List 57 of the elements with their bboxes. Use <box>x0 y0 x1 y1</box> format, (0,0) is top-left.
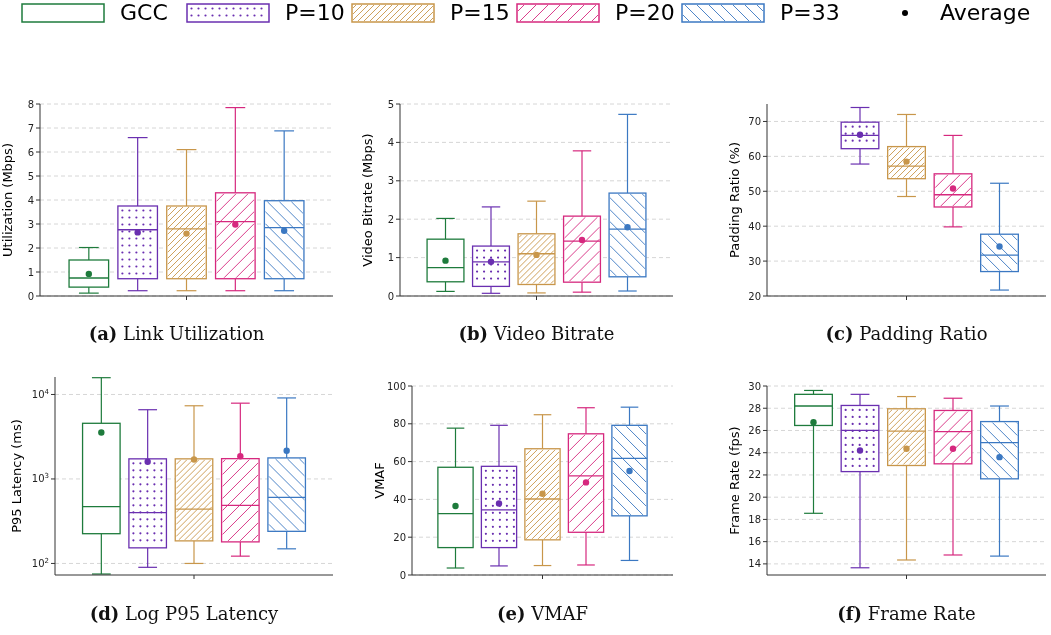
y-axis-title: VMAF <box>372 462 387 499</box>
text: (f) Frame Rate <box>837 603 976 624</box>
y-tick-label: 30 <box>748 380 761 392</box>
legend-label: P=10 <box>285 0 345 25</box>
y-tick-label: 30 <box>748 255 761 267</box>
y-tick-label: 10$^{4}$ <box>31 387 50 400</box>
y-tick-label: 22 <box>748 469 761 481</box>
y-tick-label: 1 <box>387 252 394 264</box>
text: (c) Padding Ratio <box>825 323 988 344</box>
legend-label: P=33 <box>780 0 840 25</box>
y-tick-label: 3 <box>27 218 34 230</box>
text: (a) Link Utilization <box>88 323 265 344</box>
y-tick-label: 60 <box>393 456 406 468</box>
y-tick-label: 70 <box>748 115 761 127</box>
y-tick-label: 0 <box>387 290 394 302</box>
legend-label: P=15 <box>450 0 510 25</box>
y-tick-label: 18 <box>748 513 761 525</box>
y-tick-label: 14 <box>748 558 761 570</box>
y-tick-label: 0 <box>399 569 406 581</box>
text: (e) VMAF <box>496 603 589 624</box>
y-tick-label: 80 <box>393 418 406 430</box>
y-tick-label: 50 <box>748 185 761 197</box>
y-tick-label: 28 <box>748 402 761 414</box>
text: (b) Video Bitrate <box>458 323 615 344</box>
y-tick-label: 4 <box>27 194 34 206</box>
y-tick-label: 20 <box>748 290 761 302</box>
y-tick-label: 20 <box>393 531 406 543</box>
y-tick-label: 100 <box>386 380 406 392</box>
legend-label: P=20 <box>615 0 675 25</box>
y-tick-label: 16 <box>748 536 761 548</box>
y-tick-label: 26 <box>748 424 761 436</box>
y-tick-label: 1 <box>27 266 34 278</box>
y-tick-label: 8 <box>27 98 34 110</box>
y-tick-label: 3 <box>387 175 394 187</box>
y-tick-label: 4 <box>387 136 394 148</box>
y-tick-label: 20 <box>748 491 761 503</box>
y-tick-label: 6 <box>27 146 34 158</box>
y-tick-label: 7 <box>27 122 34 134</box>
legend-label: Average <box>940 0 1031 25</box>
y-axis-title: Frame Rate (fps) <box>727 426 742 535</box>
y-axis-title: Padding Ratio (%) <box>727 142 742 258</box>
y-tick-label: 40 <box>748 220 761 232</box>
y-axis-title: Utilization (Mbps) <box>0 143 15 257</box>
y-tick-label: 0 <box>27 290 34 302</box>
y-tick-label: 5 <box>387 98 394 110</box>
y-axis-title: Video Bitrate (Mbps) <box>360 133 375 267</box>
y-tick-label: 10$^{2}$ <box>31 556 49 569</box>
y-tick-label: 2 <box>387 213 394 225</box>
y-axis-title: P95 Latency (ms) <box>9 419 24 533</box>
y-tick-label: 60 <box>748 150 761 162</box>
y-tick-label: 10$^{3}$ <box>31 472 49 485</box>
y-tick-label: 2 <box>27 242 34 254</box>
y-tick-label: 40 <box>393 493 406 505</box>
text: (d) Log P95 Latency <box>89 603 280 624</box>
legend-label: GCC <box>120 0 168 25</box>
y-tick-label: 5 <box>27 170 34 182</box>
y-tick-label: 24 <box>748 447 761 459</box>
